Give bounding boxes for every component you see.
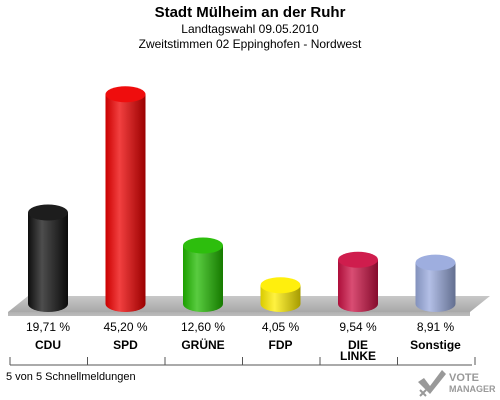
bar-die-linke (338, 251, 378, 312)
chart-title: Stadt Mülheim an der Ruhr (154, 4, 346, 21)
bar-sonstige (415, 254, 456, 312)
bar-body (338, 259, 378, 312)
bar-fdp (260, 277, 301, 312)
category-label: CDU (35, 338, 61, 352)
bar-spd (105, 86, 146, 312)
votemanager-logo: VOTE MANAGER (418, 370, 496, 397)
bar-body (28, 212, 68, 312)
data-label: 19,71 % (26, 320, 70, 334)
category-label: DIE (348, 338, 368, 352)
category-label: LINKE (340, 349, 376, 363)
chart-header: Stadt Mülheim an der Ruhr Landtagswahl 0… (0, 4, 500, 52)
chart-floor-front (8, 312, 470, 316)
bar-top (260, 277, 301, 294)
chart-subtitle-district: Zweitstimmen 02 Eppinghofen - Nordwest (138, 37, 362, 51)
bar-top (415, 254, 456, 271)
data-label: 45,20 % (103, 320, 147, 334)
category-label: GRÜNE (181, 337, 224, 352)
bar-top (338, 251, 378, 268)
category-label: Sonstige (410, 338, 461, 352)
bar-top (183, 237, 223, 254)
data-label: 12,60 % (181, 320, 225, 334)
logo-text-manager: MANAGER (449, 384, 496, 394)
data-label: 4,05 % (262, 320, 300, 334)
bar-body (415, 262, 456, 312)
chart-subtitle-election: Landtagswahl 09.05.2010 (181, 22, 319, 36)
bar-grüne (183, 237, 223, 312)
bar-cdu (28, 204, 68, 312)
bar-body (183, 245, 223, 312)
bar-body (105, 94, 146, 312)
category-label: FDP (269, 338, 293, 352)
logo-text-vote: VOTE (449, 372, 479, 384)
logo-check-icon (418, 370, 446, 397)
bar-top (28, 204, 68, 221)
data-label: 9,54 % (339, 320, 377, 334)
report-status: 5 von 5 Schnellmeldungen (6, 371, 136, 383)
data-label: 8,91 % (417, 320, 455, 334)
bar-top (105, 86, 146, 103)
category-label: SPD (113, 338, 138, 352)
